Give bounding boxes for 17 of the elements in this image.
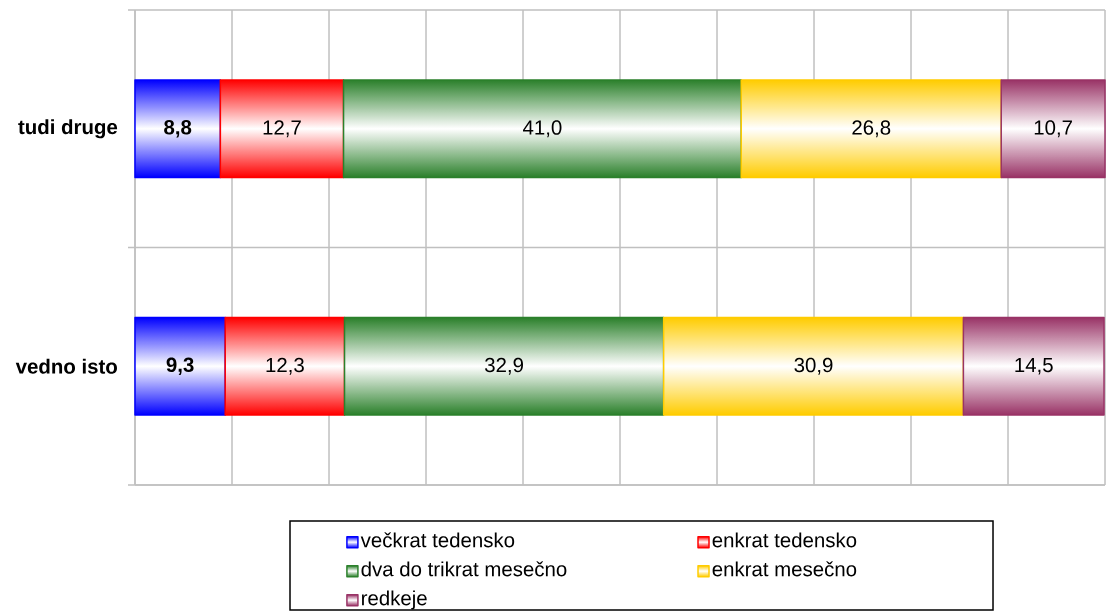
data-label: 14,5 — [1015, 357, 1053, 375]
legend-label: redkeje — [362, 590, 427, 610]
legend-label: enkrat tedensko — [712, 532, 857, 548]
data-label: 8,8 — [164, 120, 192, 138]
data-label: 12,7 — [263, 120, 301, 138]
data-label: 32,9 — [485, 357, 523, 375]
y-tick-label: tudi druge — [18, 119, 118, 139]
legend-label: enkrat mesečno — [712, 561, 857, 577]
data-label: 30,9 — [794, 357, 833, 375]
data-label: 26,8 — [852, 120, 891, 138]
data-label: 41,0 — [523, 120, 562, 138]
y-tick-label: vedno isto — [15, 358, 117, 374]
data-label: 10,7 — [1034, 120, 1072, 138]
data-label: 9,3 — [166, 357, 194, 375]
legend-label: večkrat tedensko — [360, 532, 515, 548]
legend-label: dva do trikrat mesečno — [361, 561, 567, 577]
data-label: 12,3 — [266, 357, 304, 375]
